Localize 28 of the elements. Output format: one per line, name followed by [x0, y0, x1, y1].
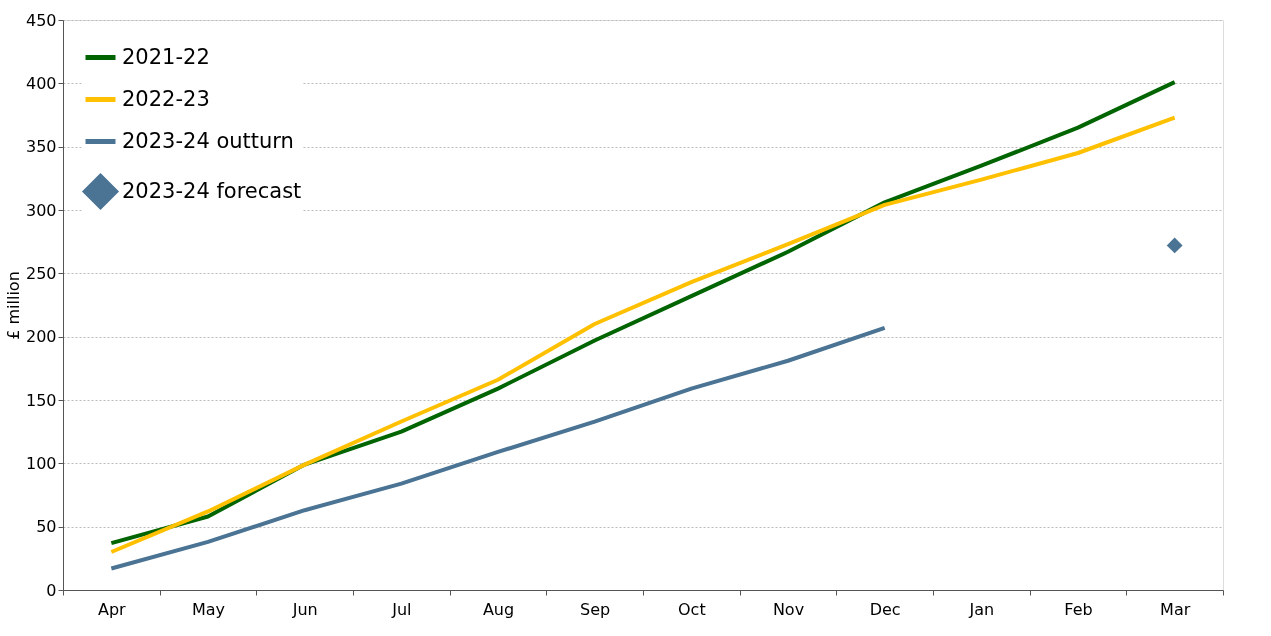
- y-tick-label: 200: [25, 327, 57, 347]
- x-tick-label: Jan: [968, 599, 995, 619]
- y-tick-label: 0: [46, 580, 57, 600]
- y-tick-label: 150: [25, 390, 57, 410]
- x-tick-label: Jun: [291, 599, 318, 619]
- legend-label: 2023-24 outturn: [122, 128, 294, 153]
- x-tick-label: Jul: [391, 599, 412, 619]
- x-tick-label: Apr: [97, 599, 127, 619]
- x-tick-label: Aug: [482, 599, 515, 619]
- y-tick-label: 450: [25, 10, 57, 30]
- x-tick-label: Feb: [1064, 599, 1093, 619]
- legend-label: 2022-23: [122, 86, 210, 111]
- legend-label: 2021-22: [122, 44, 210, 69]
- legend-label: 2023-24 forecast: [122, 178, 302, 203]
- x-tick-label: Sep: [580, 599, 611, 619]
- y-tick-label: 400: [25, 73, 57, 93]
- y-axis-title: £ million: [3, 271, 23, 340]
- line-series: [109, 325, 887, 571]
- x-tick-label: Oct: [678, 599, 706, 619]
- x-tick-label: Dec: [869, 599, 901, 619]
- y-tick-label: 250: [25, 263, 57, 283]
- x-tick-label: May: [191, 599, 226, 619]
- y-tick-label: 350: [25, 137, 57, 157]
- y-tick-label: 50: [36, 517, 57, 537]
- x-tick-label: Nov: [772, 599, 805, 619]
- y-tick-label: 300: [25, 200, 57, 220]
- x-tick-label: Mar: [1160, 599, 1191, 619]
- y-tick-label: 100: [25, 453, 57, 473]
